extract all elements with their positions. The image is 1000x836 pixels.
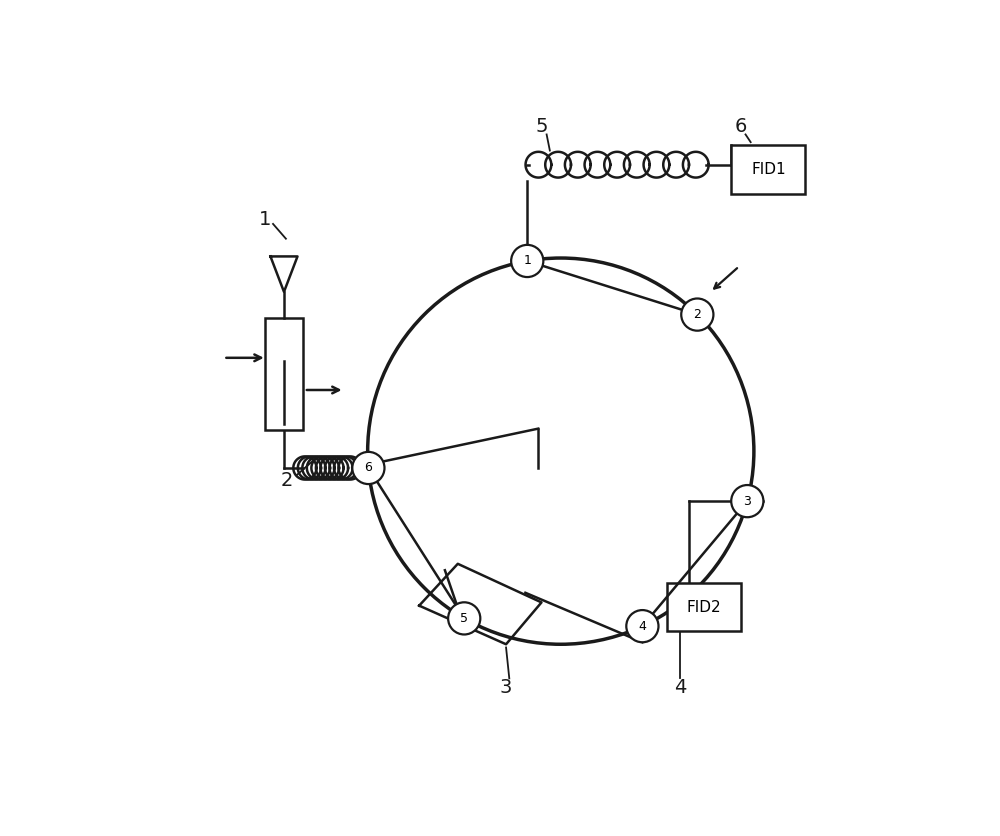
Text: 1: 1 — [523, 254, 531, 268]
Text: 4: 4 — [674, 678, 686, 697]
Text: 6: 6 — [364, 461, 372, 475]
Text: 5: 5 — [460, 612, 468, 624]
Polygon shape — [270, 257, 297, 292]
Text: 5: 5 — [535, 116, 548, 135]
Circle shape — [352, 452, 384, 484]
Text: 4: 4 — [638, 619, 646, 633]
Circle shape — [681, 298, 713, 331]
Circle shape — [511, 245, 543, 277]
Text: 1: 1 — [258, 210, 271, 229]
Text: 6: 6 — [735, 116, 747, 135]
Bar — [667, 584, 741, 631]
Text: 2: 2 — [281, 471, 293, 490]
Circle shape — [731, 485, 763, 517]
Text: FID2: FID2 — [687, 599, 721, 614]
Text: 3: 3 — [500, 678, 512, 697]
Polygon shape — [419, 563, 541, 645]
Circle shape — [448, 602, 480, 635]
Text: 2: 2 — [693, 308, 701, 321]
Bar — [265, 318, 303, 431]
Bar — [731, 145, 805, 194]
Text: 3: 3 — [743, 495, 751, 507]
Text: FID1: FID1 — [751, 162, 786, 177]
Circle shape — [626, 610, 658, 642]
